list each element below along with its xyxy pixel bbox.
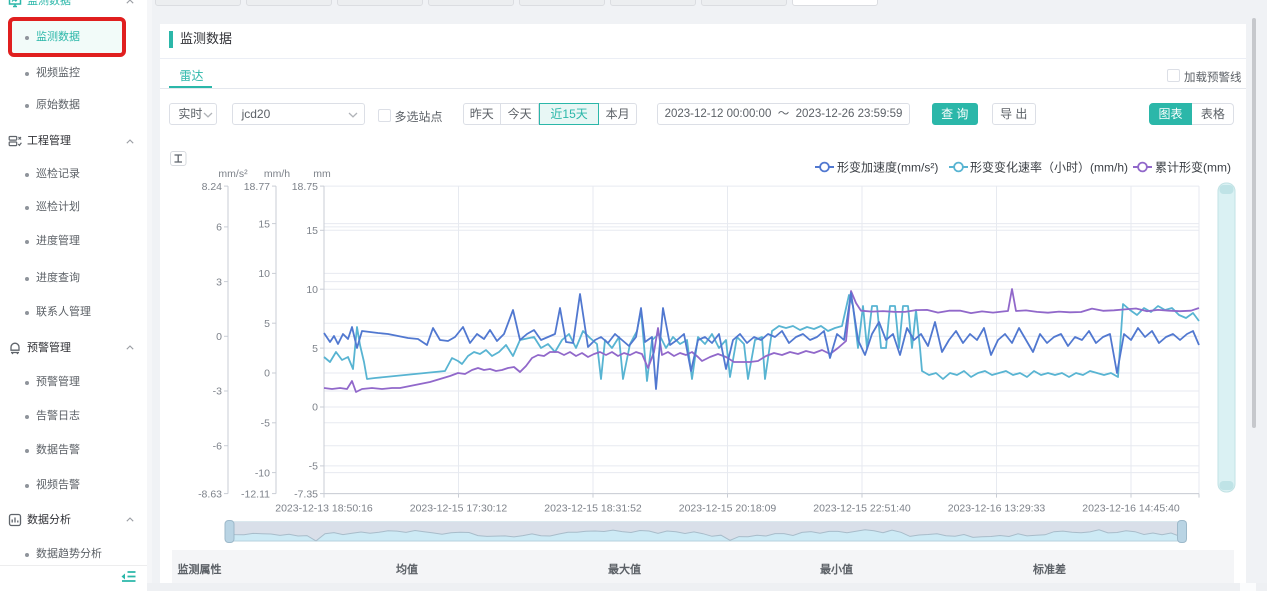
svg-text:2023-12-15 22:51:40: 2023-12-15 22:51:40 [813,503,911,515]
svg-text:形变变化速率（小时）(mm/h): 形变变化速率（小时）(mm/h) [970,159,1128,174]
svg-text:2023-12-16 13:29:33: 2023-12-16 13:29:33 [948,503,1046,515]
svg-text:-10: -10 [255,467,270,479]
svg-text:3: 3 [216,276,222,288]
svg-text:18.75: 18.75 [292,181,318,193]
svg-text:形变加速度(mm/s²): 形变加速度(mm/s²) [837,159,938,174]
svg-text:2023-12-15 20:18:09: 2023-12-15 20:18:09 [679,503,777,515]
svg-text:2023-12-15 17:30:12: 2023-12-15 17:30:12 [410,503,508,515]
svg-text:mm/h: mm/h [264,168,290,180]
svg-text:5: 5 [264,318,270,330]
svg-text:15: 15 [258,218,270,230]
svg-text:10: 10 [258,268,270,280]
svg-text:-5: -5 [261,418,270,430]
svg-text:0: 0 [264,368,270,380]
svg-text:2023-12-16 14:45:40: 2023-12-16 14:45:40 [1082,503,1180,515]
svg-text:8.24: 8.24 [202,181,223,193]
svg-text:2023-12-13 18:50:16: 2023-12-13 18:50:16 [275,503,373,515]
svg-text:-8.63: -8.63 [198,488,222,500]
svg-text:-3: -3 [213,386,222,398]
svg-text:-12.11: -12.11 [241,488,270,500]
svg-text:累计形变(mm): 累计形变(mm) [1155,159,1231,174]
svg-text:18.77: 18.77 [244,181,270,193]
svg-text:10: 10 [306,284,318,296]
svg-text:6: 6 [216,222,222,234]
svg-text:mm/s²: mm/s² [218,168,248,180]
svg-text:5: 5 [312,343,318,355]
svg-text:2023-12-15 18:31:52: 2023-12-15 18:31:52 [544,503,642,515]
svg-text:-7.35: -7.35 [294,488,318,500]
svg-text:0: 0 [216,331,222,343]
svg-text:mm: mm [313,168,331,180]
svg-text:-6: -6 [213,440,222,452]
svg-text:0: 0 [312,402,318,414]
svg-text:-5: -5 [309,461,318,473]
svg-text:15: 15 [306,225,318,237]
